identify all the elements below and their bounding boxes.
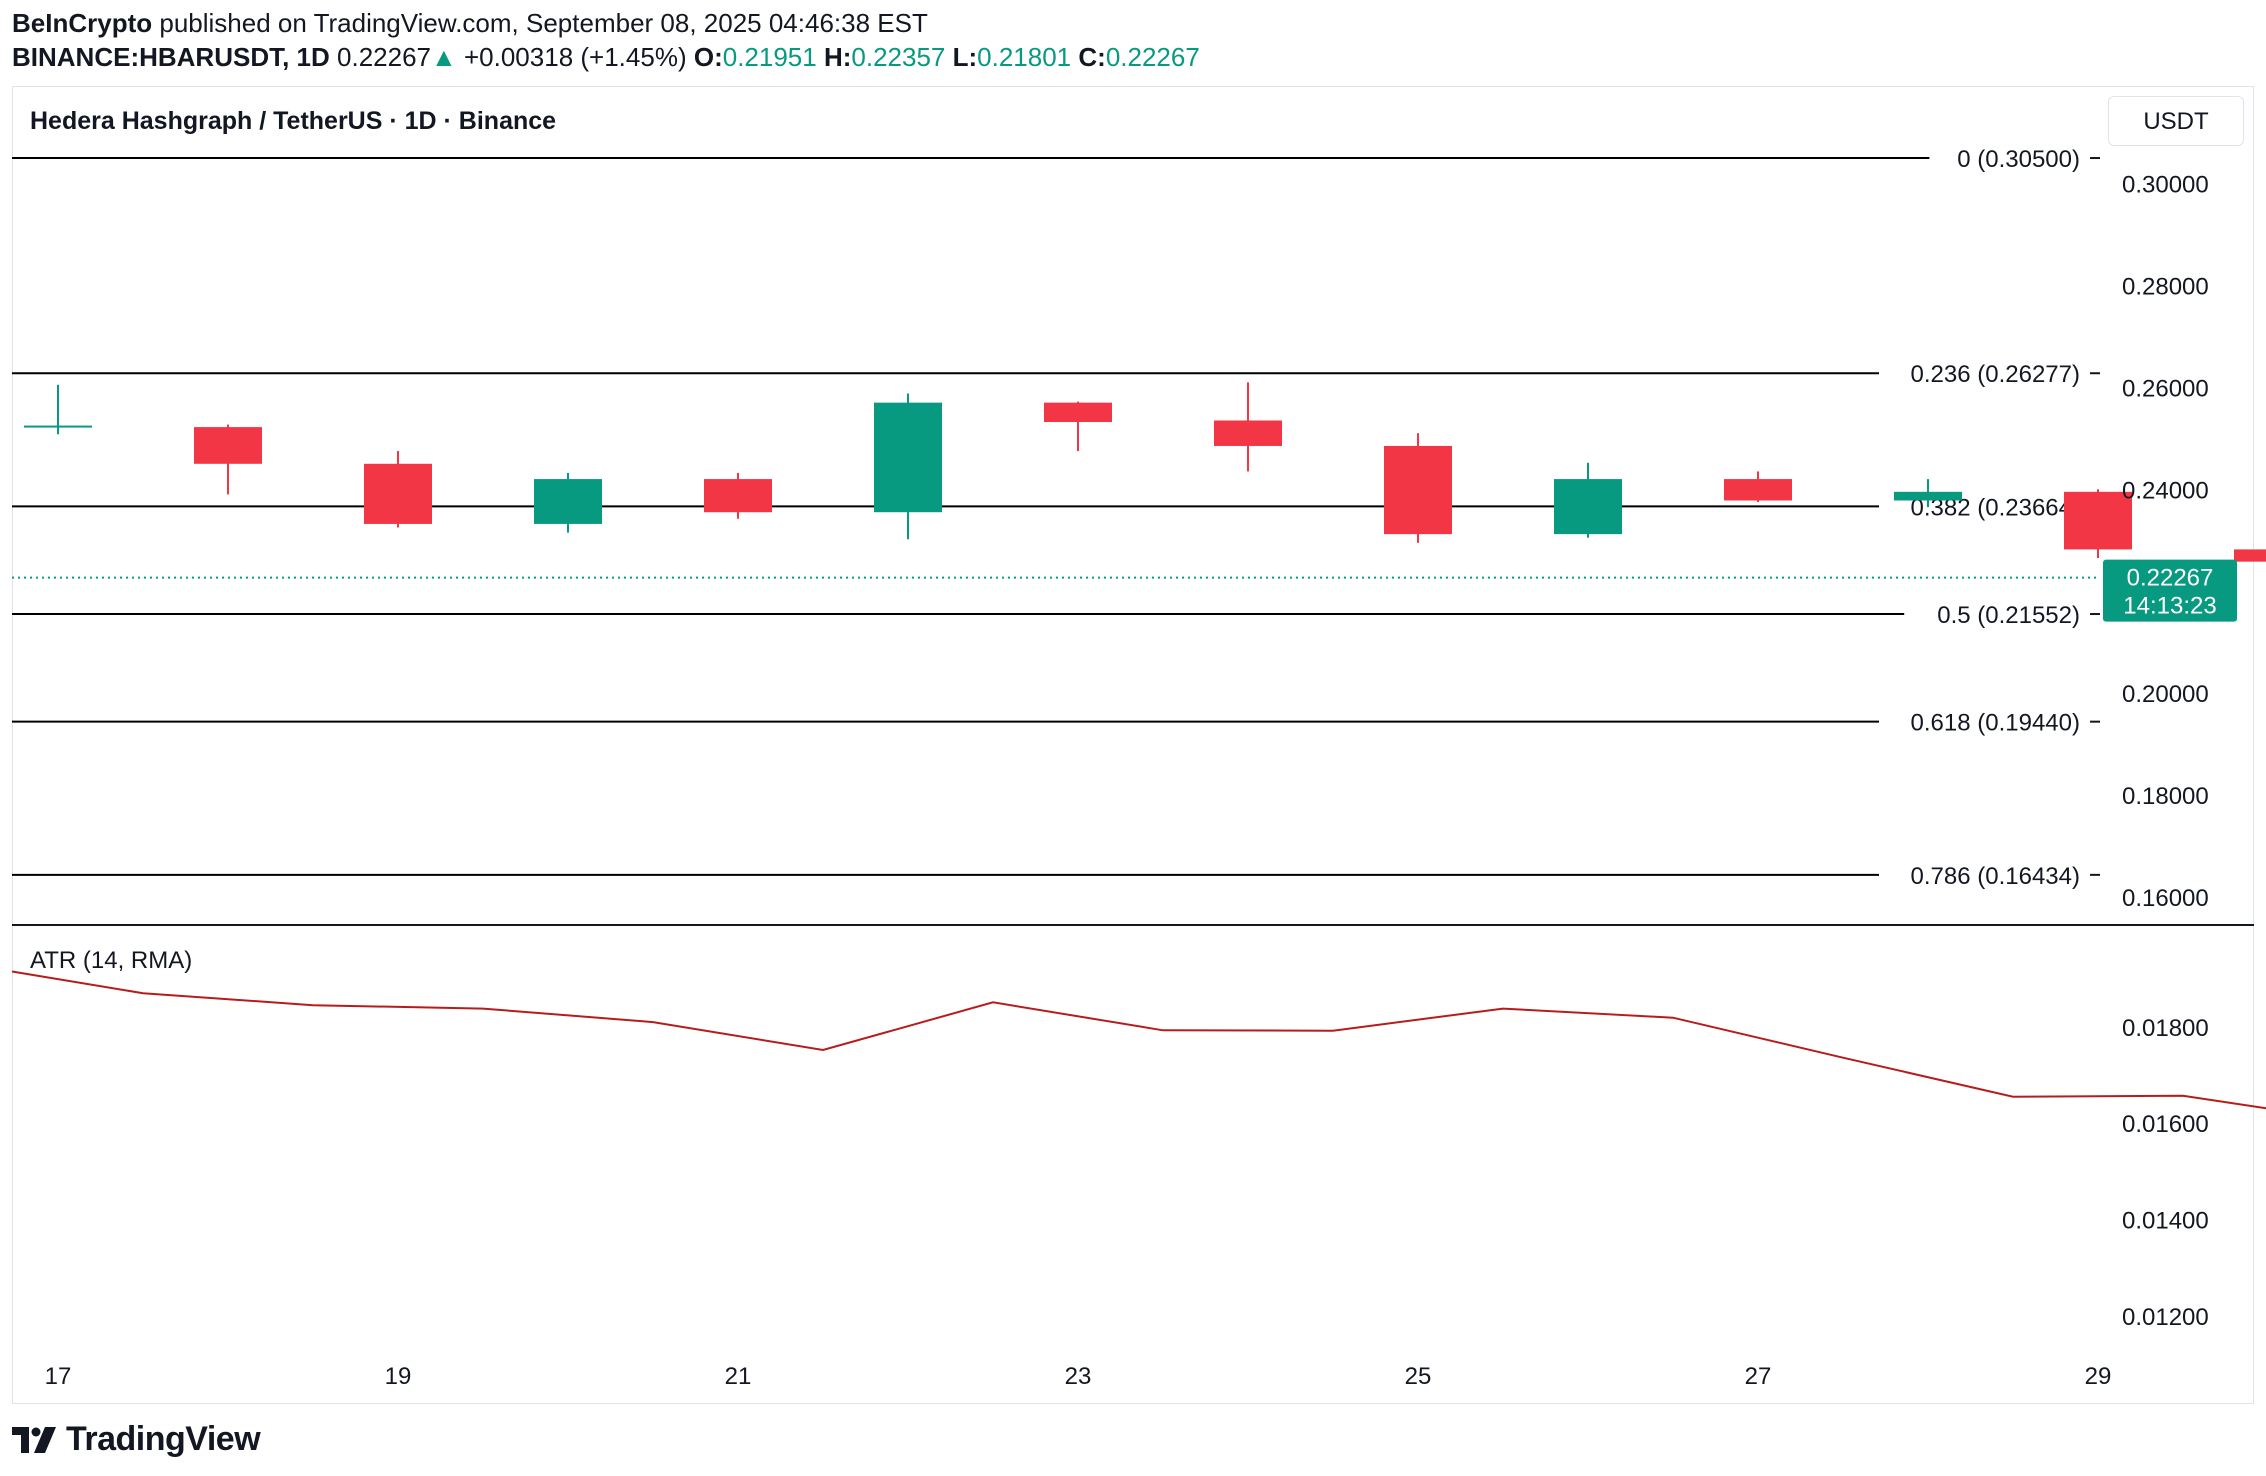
open-label: O: bbox=[693, 42, 723, 72]
price-tick-label: 0.20000 bbox=[2122, 681, 2209, 708]
fib-label: 0.618 (0.19440) bbox=[1911, 710, 2080, 737]
candle-body bbox=[534, 479, 602, 524]
candle-body bbox=[24, 425, 92, 428]
price-tick-label: 0.28000 bbox=[2122, 273, 2209, 300]
atr-tick-label: 0.01200 bbox=[2122, 1304, 2209, 1331]
candle-body bbox=[1044, 402, 1112, 423]
candle-body bbox=[2234, 549, 2266, 562]
price-tick-label: 0.18000 bbox=[2122, 783, 2209, 810]
close-label: C: bbox=[1078, 42, 1106, 72]
tradingview-logo[interactable]: TradingView bbox=[12, 1420, 261, 1459]
atr-tick-label: 0.01600 bbox=[2122, 1111, 2209, 1138]
up-arrow-icon: ▲ bbox=[431, 42, 457, 72]
chart-title: Hedera Hashgraph / TetherUS · 1D · Binan… bbox=[30, 107, 556, 135]
currency-button[interactable]: USDT bbox=[2108, 96, 2244, 146]
candle-body bbox=[1214, 420, 1282, 446]
candle-body bbox=[1894, 491, 1962, 501]
close-value: 0.22267 bbox=[1105, 42, 1200, 72]
time-tick-label: 19 bbox=[385, 1363, 412, 1390]
low-label: L: bbox=[952, 42, 978, 72]
candle-body bbox=[194, 427, 262, 464]
symbol-label: BINANCE:HBARUSDT, 1D bbox=[12, 42, 330, 72]
time-tick-label: 27 bbox=[1745, 1363, 1772, 1390]
fib-label: 0.5 (0.21552) bbox=[1937, 602, 2080, 629]
atr-series bbox=[11, 970, 2266, 1110]
candles bbox=[24, 382, 2266, 562]
published-text: published on TradingView.com, September … bbox=[159, 8, 928, 38]
low-value: 0.21801 bbox=[977, 42, 1072, 72]
price-tick-label: 0.16000 bbox=[2122, 885, 2209, 912]
fib-label: 0 (0.30500) bbox=[1957, 146, 2080, 173]
time-tick-label: 29 bbox=[2085, 1363, 2112, 1390]
atr-line bbox=[11, 970, 2266, 1110]
candle-body bbox=[1554, 479, 1622, 535]
candle-body bbox=[2064, 491, 2132, 550]
open-value: 0.21951 bbox=[722, 42, 817, 72]
atr-tick-label: 0.01800 bbox=[2122, 1015, 2209, 1042]
tradingview-logo-text: TradingView bbox=[66, 1420, 261, 1458]
high-label: H: bbox=[823, 42, 852, 72]
candle-body bbox=[1724, 479, 1792, 501]
last-price-label: 0.22267 bbox=[2127, 565, 2214, 592]
time-tick-label: 23 bbox=[1065, 1363, 1092, 1390]
candle-body bbox=[1384, 445, 1452, 535]
publication-line: BeInCrypto published on TradingView.com,… bbox=[12, 8, 928, 39]
chart-frame[interactable] bbox=[12, 86, 2254, 1404]
candle-body bbox=[874, 402, 942, 513]
last-price-badge bbox=[2103, 559, 2237, 622]
tradingview-logo-icon bbox=[12, 1426, 56, 1453]
price-axis[interactable]: 0.30000 0.28000 0.26000 0.24000 0.20000 0.180… bbox=[2122, 172, 2209, 1331]
change-value: +0.00318 (+1.45%) bbox=[463, 42, 687, 72]
fib-levels: 0 (0.30500)0.236 (0.26277)0.382 (0.23664… bbox=[12, 146, 2100, 890]
countdown-label: 14:13:23 bbox=[2123, 593, 2216, 620]
time-axis[interactable]: 17192123252729Sep3579 bbox=[45, 1363, 2266, 1390]
price-tick-label: 0.30000 bbox=[2122, 172, 2209, 199]
atr-title: ATR (14, RMA) bbox=[30, 947, 192, 974]
atr-tick-label: 0.01400 bbox=[2122, 1208, 2209, 1235]
time-tick-label: 21 bbox=[725, 1363, 752, 1390]
publisher-name[interactable]: BeInCrypto bbox=[12, 8, 153, 38]
symbol-ohlc-line: BINANCE:HBARUSDT, 1D 0.22267▲ +0.00318 (… bbox=[12, 42, 1200, 73]
candle-body bbox=[364, 463, 432, 524]
time-tick-label: 25 bbox=[1405, 1363, 1432, 1390]
fib-label: 0.786 (0.16434) bbox=[1911, 863, 2080, 890]
price-tick-label: 0.26000 bbox=[2122, 375, 2209, 402]
time-tick-label: 17 bbox=[45, 1363, 72, 1390]
last-price-value: 0.22267 bbox=[337, 42, 432, 72]
fib-label: 0.236 (0.26277) bbox=[1911, 361, 2080, 388]
high-value: 0.22357 bbox=[851, 42, 946, 72]
candle-body bbox=[704, 479, 772, 513]
price-tick-label: 0.24000 bbox=[2122, 477, 2209, 504]
